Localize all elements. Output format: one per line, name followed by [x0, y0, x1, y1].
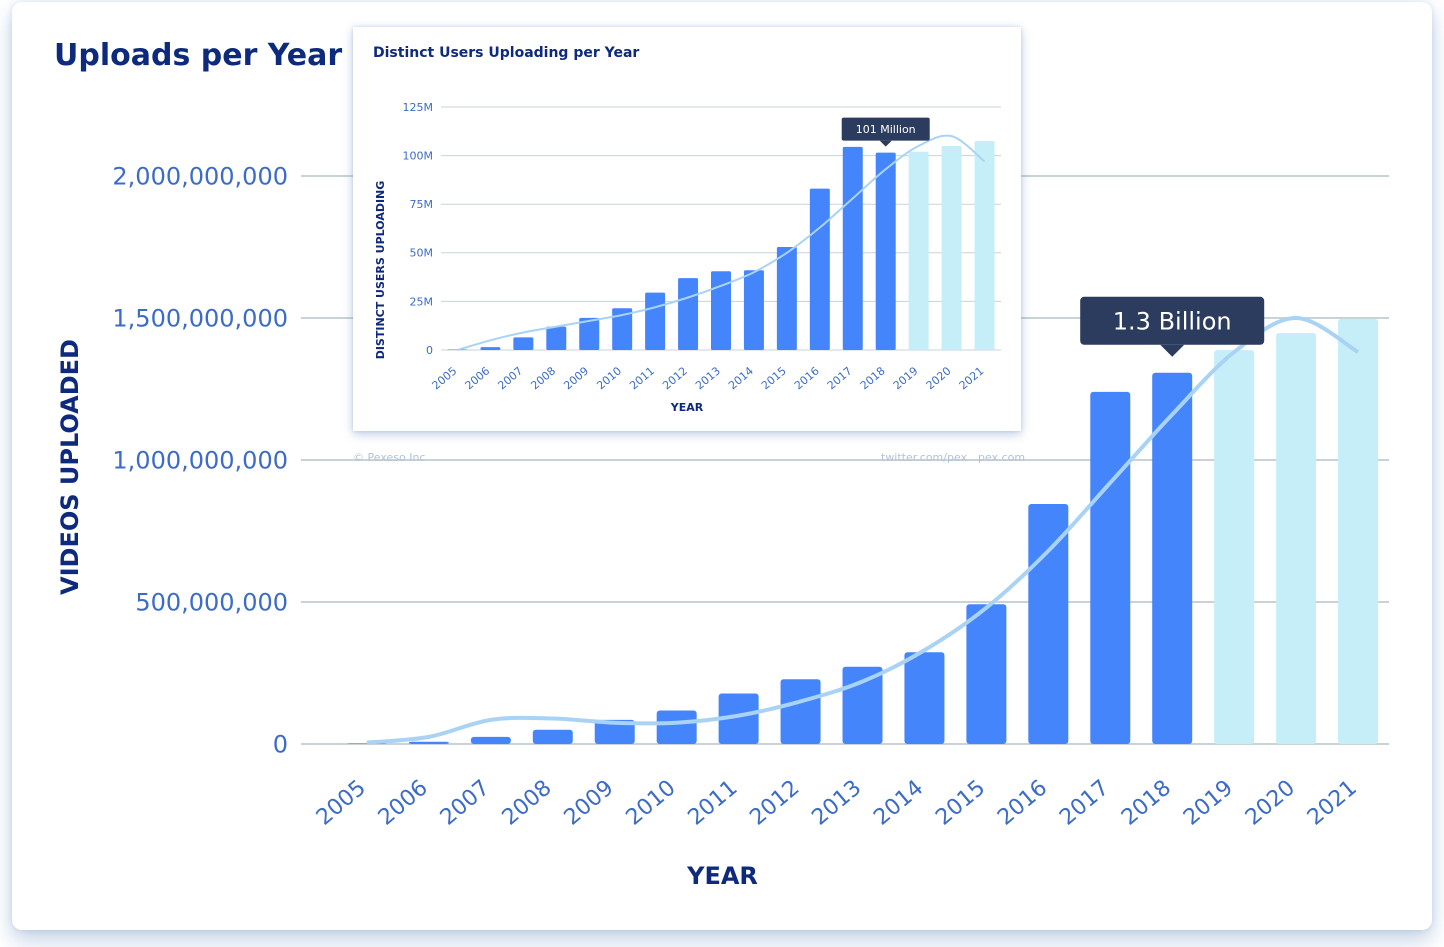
- main-chart-title: Uploads per Year: [54, 38, 343, 73]
- x-tick-label: 2014: [869, 775, 928, 830]
- copyright-credit: © Pexeso Inc: [353, 451, 426, 464]
- users-inset-panel: Distinct Users Uploading per Year 0 25M 50…: [353, 27, 1021, 431]
- bar-2007: [470, 736, 511, 744]
- bar-2013: [842, 666, 883, 744]
- bar-2020: [1276, 333, 1317, 744]
- x-tick-label: 2018: [858, 364, 888, 392]
- bar-2009: [594, 719, 635, 744]
- y-tick-label: 1,000,000,000: [112, 446, 288, 474]
- y-tick-label: 1,500,000,000: [112, 304, 288, 332]
- x-tick-label: 2015: [931, 775, 990, 830]
- x-tick-label: 2016: [792, 364, 822, 392]
- annotation-label: 1.3 Billion: [1113, 307, 1232, 335]
- x-tick-label: 2017: [1055, 775, 1114, 830]
- y-tick-label: 0: [426, 344, 433, 357]
- bar-2016: [809, 188, 830, 350]
- bar-2021: [974, 141, 995, 350]
- x-tick-label: 2010: [622, 775, 681, 830]
- annotation-tooltip: [841, 117, 930, 141]
- site-link[interactable]: pex.com: [978, 451, 1026, 464]
- x-tick-label: 2020: [1241, 775, 1300, 830]
- x-tick-label: 2009: [561, 364, 591, 392]
- x-axis-title: YEAR: [670, 401, 704, 414]
- bar-2007: [513, 337, 534, 350]
- bar-2006: [408, 741, 449, 744]
- bar-2008: [546, 326, 567, 350]
- annotation-label: 101 Million: [856, 123, 916, 136]
- bar-2019: [908, 151, 929, 350]
- trend-line: [366, 315, 1360, 745]
- bar-2010: [612, 308, 633, 350]
- y-tick-label: 75M: [410, 198, 434, 211]
- x-tick-label: 2013: [807, 775, 866, 830]
- bar-2018: [1152, 372, 1193, 744]
- x-tick-label: 2005: [430, 364, 460, 392]
- x-tick-label: 2008: [528, 364, 558, 392]
- x-tick-label: 2015: [759, 364, 789, 392]
- y-axis-title: VIDEOS UPLOADED: [56, 339, 84, 595]
- x-tick-label: 2019: [1179, 775, 1238, 830]
- bar-2012: [678, 278, 699, 350]
- x-tick-label: 2005: [312, 775, 371, 830]
- x-tick-label: 2007: [495, 364, 525, 392]
- bar-2008: [532, 729, 573, 744]
- bar-2020: [941, 145, 962, 350]
- x-tick-label: 2020: [924, 364, 954, 392]
- inset-chart-title: Distinct Users Uploading per Year: [373, 45, 640, 61]
- x-tick-label: 2009: [560, 775, 619, 830]
- bar-2018: [875, 152, 896, 350]
- bar-2015: [776, 246, 797, 350]
- y-tick-label: 25M: [410, 295, 434, 308]
- x-tick-label: 2016: [993, 775, 1052, 830]
- bar-2009: [579, 317, 600, 350]
- bar-2006: [480, 347, 501, 350]
- twitter-link[interactable]: twitter.com/pex: [881, 451, 968, 464]
- y-tick-label: 50M: [410, 247, 434, 260]
- x-tick-label: 2014: [726, 364, 756, 392]
- trend-line: [457, 134, 986, 351]
- bar-2017: [1090, 391, 1131, 744]
- annotation-arrow: [879, 140, 892, 147]
- bar-2013: [711, 271, 731, 350]
- x-tick-label: 2008: [498, 775, 557, 830]
- bar-2015: [966, 604, 1007, 744]
- y-tick-label: 125M: [403, 101, 434, 114]
- x-tick-label: 2011: [627, 364, 657, 392]
- bar-2021: [1338, 318, 1379, 744]
- x-tick-label: 2021: [957, 364, 987, 392]
- x-tick-label: 2017: [825, 364, 855, 392]
- bar-2011: [718, 693, 759, 744]
- x-tick-label: 2011: [684, 775, 743, 830]
- bar-2019: [1214, 350, 1255, 744]
- y-axis-title: DISTINCT USERS UPLOADING: [374, 181, 387, 360]
- x-axis-title: YEAR: [686, 862, 758, 890]
- bar-2010: [656, 710, 697, 744]
- annotation-tooltip: [1080, 296, 1265, 345]
- y-tick-label: 100M: [403, 149, 434, 162]
- bar-2011: [645, 292, 666, 350]
- x-tick-label: 2021: [1303, 775, 1362, 830]
- bar-2012: [780, 679, 821, 744]
- x-tick-label: 2012: [745, 775, 804, 830]
- x-tick-label: 2018: [1117, 775, 1176, 830]
- x-tick-label: 2010: [594, 364, 624, 392]
- y-tick-label: 500,000,000: [135, 588, 288, 616]
- bar-2016: [1028, 504, 1069, 744]
- x-tick-label: 2006: [374, 775, 433, 830]
- y-tick-label: 0: [273, 730, 288, 758]
- annotation-arrow: [1160, 344, 1185, 357]
- y-tick-label: 2,000,000,000: [112, 162, 288, 190]
- x-tick-label: 2006: [463, 364, 493, 392]
- bar-2014: [743, 270, 764, 350]
- x-tick-label: 2012: [660, 364, 690, 392]
- bar-2017: [842, 146, 863, 350]
- x-tick-label: 2013: [693, 364, 723, 392]
- x-tick-label: 2019: [891, 364, 921, 392]
- x-tick-label: 2007: [436, 775, 495, 830]
- bar-2014: [904, 652, 945, 744]
